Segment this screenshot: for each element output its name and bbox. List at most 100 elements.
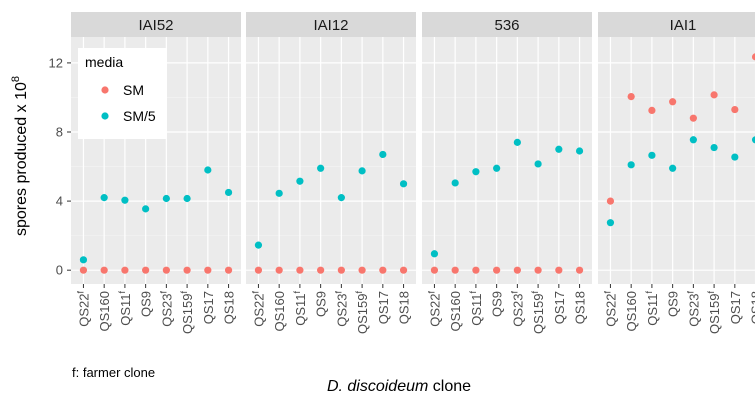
point-sm5 xyxy=(224,188,233,197)
point-sm5 xyxy=(555,145,563,153)
point-sm xyxy=(430,266,439,274)
panel-background xyxy=(246,37,416,284)
x-tick-label: QS23f xyxy=(333,291,349,327)
point-sm5 xyxy=(79,256,88,264)
point-sm5 xyxy=(142,205,150,213)
x-tick-label: QS9 xyxy=(139,291,154,317)
point-sm5 xyxy=(296,177,304,185)
point-sm xyxy=(575,266,584,274)
x-tick-label: QS18 xyxy=(573,291,588,324)
point-sm xyxy=(534,266,542,274)
point-sm5 xyxy=(430,250,439,258)
point-sm xyxy=(555,266,563,274)
point-sm5 xyxy=(121,196,129,204)
legend-title: media xyxy=(85,54,123,70)
point-sm5 xyxy=(606,219,615,227)
point-sm xyxy=(710,91,718,99)
x-tick-label: QS9 xyxy=(490,291,505,317)
x-tick-label: QS9 xyxy=(314,291,329,317)
point-sm xyxy=(275,266,283,274)
point-sm xyxy=(689,114,697,122)
point-sm5 xyxy=(472,168,480,176)
point-sm5 xyxy=(379,150,387,159)
x-tick-label: QS18 xyxy=(397,291,412,324)
point-sm xyxy=(358,266,366,274)
x-tick-label: QS22f xyxy=(426,291,442,327)
point-sm5 xyxy=(513,138,521,146)
point-sm xyxy=(121,266,129,274)
point-sm5 xyxy=(399,180,408,188)
x-tick-label: QS159f xyxy=(354,291,370,334)
y-tick-label: 8 xyxy=(56,125,63,140)
point-sm5 xyxy=(204,166,212,174)
x-tick-label: QS11f xyxy=(117,291,133,326)
point-sm5 xyxy=(751,136,755,144)
x-tick-label: QS18 xyxy=(222,291,237,324)
x-tick-label: QS11f xyxy=(292,291,308,326)
x-tick-label: QS159f xyxy=(530,291,546,334)
x-tick-label: QS11f xyxy=(644,291,660,326)
point-sm xyxy=(337,266,345,274)
legend-key-sm xyxy=(101,86,109,94)
point-sm xyxy=(451,266,459,274)
point-sm xyxy=(606,197,615,205)
point-sm xyxy=(254,266,263,274)
legend-label-sm: SM xyxy=(123,82,144,98)
legend-label-sm5: SM/5 xyxy=(123,108,156,124)
point-sm xyxy=(79,266,88,274)
point-sm xyxy=(162,266,170,274)
panel-536: 536 QS22f QS160 QS11f QS9 QS23f QS159f QS17 QS18 xyxy=(422,12,592,334)
x-tick-label: QS22f xyxy=(250,291,266,327)
point-sm5 xyxy=(493,164,501,172)
point-sm xyxy=(493,266,501,274)
point-sm xyxy=(513,266,521,274)
y-axis-title: spores produced x 108 xyxy=(10,76,30,236)
x-tick-label: QS160 xyxy=(272,291,287,331)
y-tick-label: 4 xyxy=(56,194,63,209)
x-tick-label: QS160 xyxy=(97,291,112,331)
point-sm5 xyxy=(358,167,366,175)
panel-title: 536 xyxy=(494,17,519,34)
point-sm xyxy=(399,266,408,274)
x-tick-label: QS23f xyxy=(509,291,525,327)
x-tick-label: QS23f xyxy=(158,291,174,327)
panel-background xyxy=(598,37,755,284)
point-sm xyxy=(204,266,212,274)
point-sm xyxy=(751,53,755,61)
legend: media SM SM/5 xyxy=(78,48,167,139)
point-sm5 xyxy=(451,179,459,187)
y-tick-label: 12 xyxy=(49,55,63,70)
panel-title: IAI1 xyxy=(670,17,697,34)
point-sm5 xyxy=(689,136,697,144)
x-axis-title: D. discoideum clone xyxy=(327,378,471,395)
x-tick-label: QS160 xyxy=(448,291,463,331)
x-tick-label: QS17 xyxy=(201,291,216,324)
point-sm xyxy=(648,106,656,115)
x-tick-label: QS22f xyxy=(75,291,91,327)
x-tick-label: QS23f xyxy=(685,291,701,327)
point-sm5 xyxy=(337,194,345,202)
point-sm5 xyxy=(275,189,283,197)
panels-layer: IAI52 QS22f QS160 QS11f QS9 QS23f QS159f QS17 QS… xyxy=(71,12,755,334)
point-sm5 xyxy=(317,164,325,172)
panel-strip xyxy=(71,12,241,37)
point-sm xyxy=(100,266,108,274)
point-sm xyxy=(183,266,191,274)
farmer-clone-note: f: farmer clone xyxy=(72,365,155,380)
point-sm xyxy=(379,266,387,274)
point-sm xyxy=(472,266,480,274)
point-sm5 xyxy=(162,194,170,203)
panel-strip xyxy=(422,12,592,37)
x-tick-label: QS11f xyxy=(468,291,484,326)
panel-background xyxy=(422,37,592,284)
point-sm5 xyxy=(731,153,739,161)
x-tick-label: QS18 xyxy=(749,291,755,324)
point-sm xyxy=(669,98,677,106)
point-sm5 xyxy=(100,194,108,202)
point-sm5 xyxy=(534,160,542,168)
point-sm5 xyxy=(710,143,718,152)
x-tick-label: QS17 xyxy=(376,291,391,324)
panel-strip xyxy=(246,12,416,37)
x-tick-label: QS17 xyxy=(552,291,567,324)
